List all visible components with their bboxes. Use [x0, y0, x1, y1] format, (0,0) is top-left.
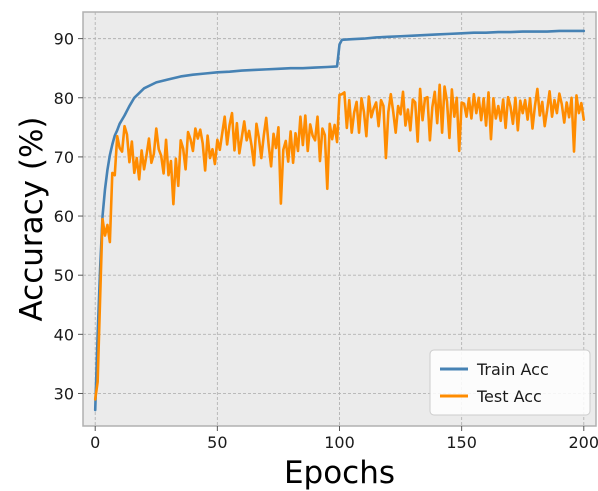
x-tick-label: 200 [569, 433, 598, 452]
legend: Train Acc Test Acc [429, 349, 591, 416]
x-tick-label: 150 [446, 433, 477, 452]
legend-box [429, 349, 591, 416]
y-tick-label: 90 [54, 30, 74, 49]
x-axis-title: Epochs [284, 455, 395, 491]
series-line-test-acc [93, 83, 586, 401]
x-tick-label: 50 [207, 433, 227, 452]
y-tick-label: 80 [54, 89, 74, 108]
y-tick-label: 40 [54, 325, 74, 344]
y-axis-ticks: 30 40 50 60 70 80 90 [54, 30, 83, 403]
y-axis-title: Accuracy (%) [14, 116, 50, 321]
x-tick-label: 100 [324, 433, 355, 452]
legend-label: Train Acc [476, 360, 549, 379]
series-layer [93, 29, 586, 412]
y-tick-label: 50 [54, 266, 74, 285]
series-line-train-acc [93, 29, 586, 412]
y-tick-label: 30 [54, 384, 74, 403]
legend-label: Test Acc [476, 387, 542, 406]
y-tick-label: 70 [54, 148, 74, 167]
y-tick-label: 60 [54, 207, 74, 226]
x-tick-label: 0 [90, 433, 100, 452]
x-axis-ticks: 0 50 100 150 200 [90, 426, 598, 452]
